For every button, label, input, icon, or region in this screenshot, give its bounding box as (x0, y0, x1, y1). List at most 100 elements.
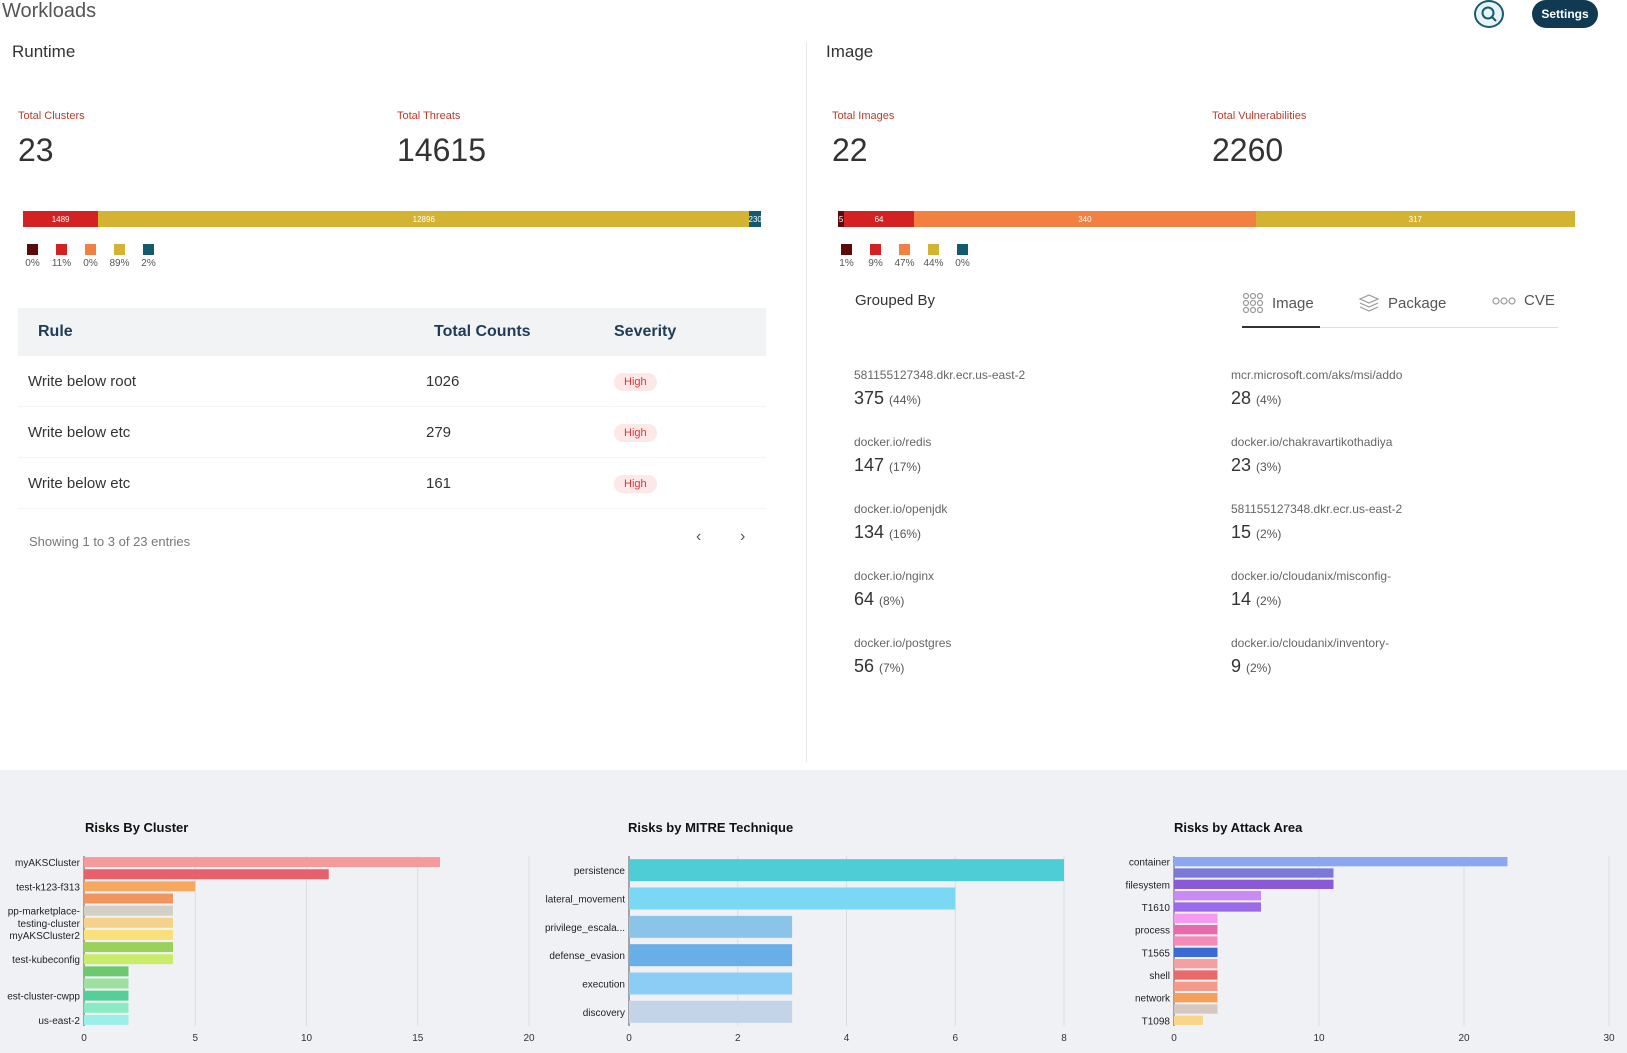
legend-item: 89% (105, 244, 134, 269)
header-severity[interactable]: Severity (614, 323, 677, 340)
runtime-severity-bar: 1489 12896 230 (23, 211, 761, 227)
total-vulns-value: 2260 (1212, 132, 1284, 168)
rule-cell: Write below etc (28, 423, 131, 441)
chart-bar (84, 917, 173, 928)
y-tick-label: est-cluster-cwpp (7, 992, 80, 1003)
legend-swatch (85, 244, 96, 255)
image-item-name[interactable]: docker.io/redis (854, 435, 932, 449)
chart-bar (629, 972, 793, 995)
tab-active-indicator (1242, 326, 1320, 328)
header-rule[interactable]: Rule (38, 323, 73, 340)
total-threats-value: 14615 (397, 132, 486, 168)
chart-bar (84, 929, 173, 940)
y-tick-label: myAKSCluster2 (9, 931, 80, 942)
header-total-counts[interactable]: Total Counts (434, 323, 531, 340)
risks-by-cluster-chart: 0 5 10 15 20 myAKSCluster test-k123-f313 pp-mar… (7, 856, 535, 1044)
image-item-name[interactable]: docker.io/cloudanix/misconfig- (1231, 569, 1392, 583)
chart-bar (629, 887, 956, 910)
grouped-by-label: Grouped By (855, 292, 936, 309)
x-tick-label: 5 (192, 1033, 198, 1044)
image-item-value: 375 (44%) (854, 388, 922, 408)
legend-pct: 0% (83, 258, 98, 269)
image-item-pct: (44%) (889, 393, 922, 407)
count-cell: 1026 (426, 372, 460, 390)
legend-swatch (957, 244, 968, 255)
image-item-value: 64 (8%) (854, 589, 905, 609)
image-item-pct: (2%) (1256, 527, 1282, 541)
tab-image[interactable]: Image (1242, 292, 1314, 314)
y-tick-label: test-k123-f313 (16, 882, 80, 893)
next-page-button[interactable]: › (740, 528, 746, 545)
section-divider (806, 42, 807, 762)
x-tick-label: 10 (301, 1033, 313, 1044)
chart-bar (629, 859, 1064, 882)
image-item-name[interactable]: docker.io/cloudanix/inventory- (1231, 636, 1390, 650)
y-tick-label: network (1135, 994, 1171, 1005)
image-item-name[interactable]: docker.io/nginx (854, 569, 935, 583)
y-tick-label: discovery (583, 1008, 625, 1019)
image-item-pct: (7%) (879, 661, 905, 675)
image-item-name[interactable]: docker.io/openjdk (854, 502, 948, 516)
image-item-pct: (3%) (1256, 460, 1282, 474)
table-row[interactable]: Write below etc 161 High (18, 458, 766, 509)
y-tick-label: privilege_escala... (545, 923, 625, 934)
legend-pct: 0% (955, 258, 970, 269)
image-item-name[interactable]: mcr.microsoft.com/aks/msi/addo (1231, 368, 1403, 382)
legend-pct: 9% (868, 258, 883, 269)
total-clusters-label: Total Clusters (18, 110, 85, 122)
image-item-value: 28 (4%) (1231, 388, 1282, 408)
chart-bar (1174, 891, 1261, 901)
chart-bar (1174, 947, 1218, 957)
y-tick-label: defense_evasion (549, 951, 625, 962)
x-tick-label: 0 (1171, 1033, 1177, 1044)
x-tick-label: 15 (412, 1033, 424, 1044)
chart-bar (1174, 925, 1218, 935)
grid-dots-icon (1242, 292, 1264, 314)
y-tick-label: T1098 (1142, 1016, 1171, 1027)
table-row[interactable]: Write below etc 279 High (18, 407, 766, 458)
y-tick-label: myAKSCluster (15, 858, 81, 869)
legend-swatch (114, 244, 125, 255)
bar-segment: 340 (914, 211, 1256, 227)
y-tick-label: lateral_movement (546, 895, 626, 906)
search-icon (1481, 6, 1497, 22)
image-item-pct: (4%) (1256, 393, 1282, 407)
image-item-value: 56 (7%) (854, 656, 905, 676)
search-button[interactable] (1474, 0, 1504, 28)
image-item-name[interactable]: docker.io/chakravartikothadiya (1231, 435, 1393, 449)
y-tick-label: shell (1149, 971, 1170, 982)
legend-pct: 44% (923, 258, 944, 269)
total-clusters-value: 23 (18, 132, 54, 168)
tab-cve[interactable]: CVE (1492, 292, 1555, 309)
legend-item: 44% (919, 244, 948, 269)
chart-bar (1174, 959, 1218, 969)
legend-swatch (870, 244, 881, 255)
total-images-value: 22 (832, 132, 868, 168)
image-item-name[interactable]: docker.io/postgres (854, 636, 952, 650)
chart-title-mitre: Risks by MITRE Technique (628, 820, 794, 835)
chart-bar (1174, 868, 1334, 878)
prev-page-button[interactable]: ‹ (696, 528, 702, 545)
layers-icon (1358, 294, 1380, 312)
image-item-name[interactable]: 581155127348.dkr.ecr.us-east-2 (1231, 502, 1403, 516)
x-tick-label: 2 (735, 1033, 741, 1044)
settings-button[interactable]: Settings (1532, 0, 1598, 28)
image-item-name[interactable]: 581155127348.dkr.ecr.us-east-2 (854, 368, 1026, 382)
chart-bar (84, 881, 196, 892)
x-tick-label: 6 (952, 1033, 958, 1044)
y-tick-label: T1610 (1142, 903, 1171, 914)
table-row[interactable]: Write below root 1026 High (18, 356, 766, 407)
image-item-pct: (2%) (1246, 661, 1272, 675)
image-severity-legend: 1% 9% 47% 44% 0% (832, 244, 977, 269)
image-item-value: 147 (17%) (854, 455, 922, 475)
chart-bar (1174, 1004, 1218, 1014)
legend-item: 2% (134, 244, 163, 269)
chart-bar (1174, 936, 1218, 946)
y-tick-label: T1565 (1142, 948, 1171, 959)
rule-cell: Write below root (28, 372, 137, 390)
x-tick-label: 10 (1313, 1033, 1325, 1044)
tab-package[interactable]: Package (1358, 292, 1446, 314)
chart-bar (84, 942, 173, 953)
chart-bar (84, 990, 129, 1001)
chart-bar (1174, 913, 1218, 923)
